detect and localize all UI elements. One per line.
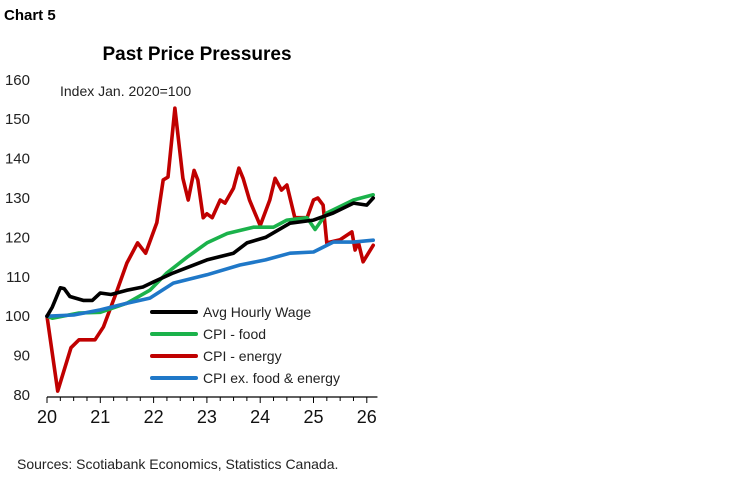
y-tick-label: 130: [5, 190, 30, 207]
series-line-cpi-ex-food-energy: [45, 238, 375, 318]
x-tick-label: 21: [90, 407, 110, 427]
x-tick-label: 22: [144, 407, 164, 427]
y-tick-label: 150: [5, 111, 30, 128]
y-tick-label: 120: [5, 229, 30, 246]
chart-title: Past Price Pressures: [102, 44, 291, 65]
source-note: Sources: Scotiabank Economics, Statistic…: [17, 456, 338, 472]
y-tick-label: 90: [13, 348, 30, 365]
legend-label: Avg Hourly Wage: [203, 304, 311, 320]
legend-label: CPI ex. food & energy: [203, 370, 340, 386]
y-tick-label: 80: [13, 387, 30, 404]
y-tick-label: 100: [5, 308, 30, 325]
x-tick-label: 25: [303, 407, 323, 427]
x-tick-label: 20: [37, 407, 57, 427]
y-tick-label: 110: [6, 269, 30, 286]
legend-label: CPI - energy: [203, 348, 282, 364]
x-tick-label: 26: [357, 407, 377, 427]
chart-number-label: Chart 5: [4, 7, 56, 24]
y-tick-label: 160: [5, 72, 30, 89]
series-line-cpi-energy: [45, 106, 375, 393]
y-axis-unit-label: Index Jan. 2020=100: [60, 83, 191, 99]
series-line-avg-hourly-wage: [45, 196, 375, 318]
legend-label: CPI - food: [203, 326, 266, 342]
x-tick-label: 24: [250, 407, 270, 427]
series-line-cpi-food: [45, 193, 375, 320]
x-tick-label: 23: [197, 407, 217, 427]
y-tick-label: 140: [5, 151, 30, 168]
